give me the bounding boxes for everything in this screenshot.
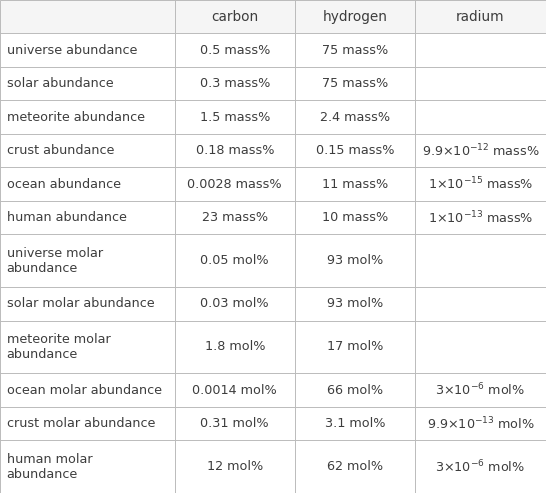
Text: 12 mol%: 12 mol% bbox=[206, 460, 263, 473]
Text: 3×10$^{-6}$ mol%: 3×10$^{-6}$ mol% bbox=[436, 382, 525, 398]
Text: crust molar abundance: crust molar abundance bbox=[7, 417, 155, 430]
Bar bbox=[0, 320, 546, 373]
Text: 75 mass%: 75 mass% bbox=[322, 44, 388, 57]
Text: 23 mass%: 23 mass% bbox=[201, 211, 268, 224]
Text: 0.0014 mol%: 0.0014 mol% bbox=[192, 384, 277, 396]
Bar bbox=[0, 34, 546, 67]
Text: 93 mol%: 93 mol% bbox=[327, 297, 383, 310]
Text: human molar
abundance: human molar abundance bbox=[7, 453, 92, 481]
Text: 9.9×10$^{-12}$ mass%: 9.9×10$^{-12}$ mass% bbox=[422, 142, 539, 159]
Bar bbox=[0, 134, 546, 168]
Text: 93 mol%: 93 mol% bbox=[327, 254, 383, 267]
Text: 0.0028 mass%: 0.0028 mass% bbox=[187, 177, 282, 191]
Text: 1.5 mass%: 1.5 mass% bbox=[200, 110, 270, 124]
Text: hydrogen: hydrogen bbox=[322, 10, 388, 24]
Text: human abundance: human abundance bbox=[7, 211, 127, 224]
Text: carbon: carbon bbox=[211, 10, 258, 24]
Bar bbox=[0, 287, 546, 320]
Bar bbox=[0, 168, 546, 201]
Text: 66 mol%: 66 mol% bbox=[327, 384, 383, 396]
Text: meteorite abundance: meteorite abundance bbox=[7, 110, 145, 124]
Bar bbox=[0, 234, 546, 287]
Text: 1×10$^{-15}$ mass%: 1×10$^{-15}$ mass% bbox=[428, 176, 533, 192]
Text: 3×10$^{-6}$ mol%: 3×10$^{-6}$ mol% bbox=[436, 458, 525, 475]
Text: 2.4 mass%: 2.4 mass% bbox=[320, 110, 390, 124]
Bar bbox=[0, 440, 546, 493]
Text: 0.05 mol%: 0.05 mol% bbox=[200, 254, 269, 267]
Text: solar abundance: solar abundance bbox=[7, 77, 113, 90]
Text: 1×10$^{-13}$ mass%: 1×10$^{-13}$ mass% bbox=[428, 210, 533, 226]
Text: 1.8 mol%: 1.8 mol% bbox=[205, 341, 265, 353]
Text: universe abundance: universe abundance bbox=[7, 44, 137, 57]
Text: crust abundance: crust abundance bbox=[7, 144, 114, 157]
Text: 17 mol%: 17 mol% bbox=[327, 341, 383, 353]
Text: ocean molar abundance: ocean molar abundance bbox=[7, 384, 162, 396]
Text: 0.18 mass%: 0.18 mass% bbox=[195, 144, 274, 157]
Text: 62 mol%: 62 mol% bbox=[327, 460, 383, 473]
Text: universe molar
abundance: universe molar abundance bbox=[7, 246, 103, 275]
Bar bbox=[0, 201, 546, 234]
Text: 11 mass%: 11 mass% bbox=[322, 177, 388, 191]
Bar bbox=[0, 407, 546, 440]
Text: 0.31 mol%: 0.31 mol% bbox=[200, 417, 269, 430]
Text: 0.03 mol%: 0.03 mol% bbox=[200, 297, 269, 310]
Text: solar molar abundance: solar molar abundance bbox=[7, 297, 154, 310]
Bar bbox=[0, 0, 546, 34]
Bar bbox=[0, 373, 546, 407]
Text: 3.1 mol%: 3.1 mol% bbox=[325, 417, 385, 430]
Text: 0.15 mass%: 0.15 mass% bbox=[316, 144, 394, 157]
Text: 0.5 mass%: 0.5 mass% bbox=[200, 44, 270, 57]
Text: 10 mass%: 10 mass% bbox=[322, 211, 388, 224]
Text: 9.9×10$^{-13}$ mol%: 9.9×10$^{-13}$ mol% bbox=[426, 415, 535, 432]
Bar bbox=[0, 101, 546, 134]
Bar bbox=[0, 67, 546, 101]
Text: radium: radium bbox=[456, 10, 505, 24]
Text: 75 mass%: 75 mass% bbox=[322, 77, 388, 90]
Text: ocean abundance: ocean abundance bbox=[7, 177, 121, 191]
Text: 0.3 mass%: 0.3 mass% bbox=[200, 77, 270, 90]
Text: meteorite molar
abundance: meteorite molar abundance bbox=[7, 333, 110, 361]
